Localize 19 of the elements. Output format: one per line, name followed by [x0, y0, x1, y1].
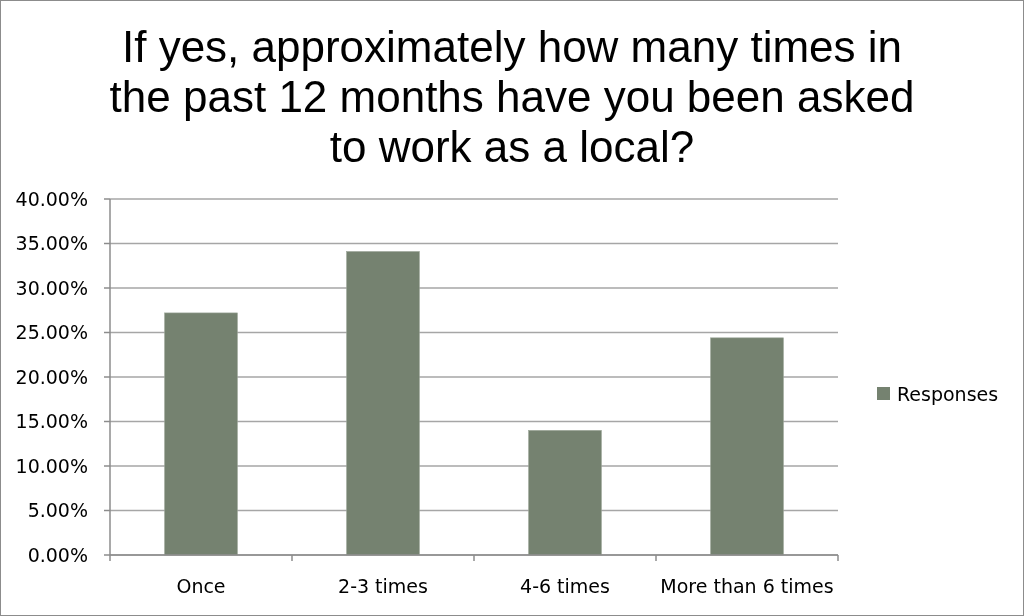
- y-tick-label: 15.00%: [15, 410, 88, 433]
- y-tick-label: 30.00%: [15, 276, 88, 299]
- y-tick-label: 20.00%: [15, 365, 88, 388]
- bar: [346, 251, 420, 556]
- bar: [710, 337, 784, 556]
- x-tick-label: 2-3 times: [338, 575, 428, 597]
- legend-label: Responses: [897, 382, 999, 405]
- bar: [528, 430, 602, 556]
- x-tick-label: More than 6 times: [660, 575, 834, 597]
- chart-title: If yes, approximately how many times in the past 12 months have you been asked to work as a local?: [109, 22, 915, 171]
- bar: [164, 312, 238, 556]
- x-tick-label: Once: [176, 575, 226, 597]
- y-tick-label: 25.00%: [15, 321, 88, 344]
- y-tick-label: 35.00%: [15, 232, 88, 255]
- y-tick-label: 40.00%: [15, 187, 88, 210]
- x-tick-label: 4-6 times: [520, 575, 610, 597]
- y-tick-label: 10.00%: [15, 454, 88, 477]
- y-tick-label: 0.00%: [27, 543, 88, 566]
- y-tick-label: 5.00%: [27, 499, 88, 522]
